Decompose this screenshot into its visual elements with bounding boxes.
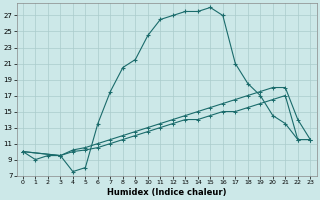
X-axis label: Humidex (Indice chaleur): Humidex (Indice chaleur) — [107, 188, 226, 197]
